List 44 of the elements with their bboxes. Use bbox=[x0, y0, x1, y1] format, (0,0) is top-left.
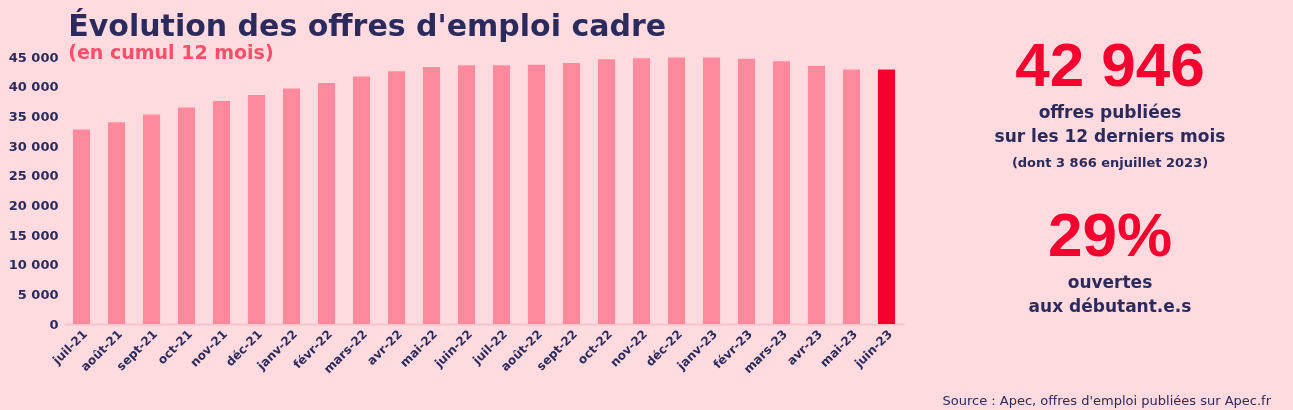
y-tick-label: 25 000 bbox=[8, 168, 59, 184]
bar bbox=[422, 67, 441, 324]
bar bbox=[352, 76, 371, 324]
text: ouvertes bbox=[1066, 271, 1154, 294]
bar bbox=[177, 107, 196, 324]
bar bbox=[877, 69, 896, 324]
bar bbox=[142, 114, 161, 324]
text: sur les 12 derniers mois bbox=[993, 125, 1227, 148]
bar bbox=[772, 61, 791, 324]
y-tick-label: 20 000 bbox=[8, 197, 59, 213]
bar bbox=[457, 65, 476, 324]
text: aux débutant.e.s bbox=[1027, 295, 1193, 318]
bar bbox=[527, 64, 546, 324]
bar bbox=[807, 65, 826, 324]
bar bbox=[737, 58, 756, 324]
bar bbox=[247, 94, 266, 324]
bar bbox=[387, 71, 406, 324]
y-tick-label: 5 000 bbox=[17, 286, 59, 302]
y-tick-label: 45 000 bbox=[8, 49, 59, 65]
bar bbox=[562, 62, 581, 324]
bar bbox=[492, 65, 511, 324]
text: (dont 3 866 enjuillet 2023) bbox=[1010, 154, 1210, 172]
bar bbox=[317, 83, 336, 324]
y-tick-label: 15 000 bbox=[8, 227, 59, 243]
y-tick-label: 30 000 bbox=[8, 138, 59, 154]
y-tick-label: 40 000 bbox=[8, 79, 59, 95]
bar bbox=[842, 69, 861, 324]
chart-subtitle: (en cumul 12 mois) bbox=[68, 41, 274, 63]
bar bbox=[212, 100, 231, 324]
y-tick-label: 0 bbox=[49, 316, 59, 332]
bar bbox=[702, 57, 721, 324]
text: offres publiées bbox=[1037, 101, 1183, 124]
text: 29% bbox=[1046, 200, 1174, 270]
bar bbox=[667, 57, 686, 324]
text: 42 946 bbox=[1014, 30, 1206, 100]
bar bbox=[597, 59, 616, 324]
source-note: Source : Apec, offres d'emploi publiées sur Apec.fr bbox=[942, 393, 1271, 408]
y-tick-label: 35 000 bbox=[8, 108, 59, 124]
y-tick-label: 10 000 bbox=[8, 257, 59, 273]
bar bbox=[632, 58, 651, 324]
bar bbox=[72, 129, 91, 324]
bar bbox=[107, 122, 126, 324]
chart-title: Évolution des offres d'emploi cadre bbox=[68, 8, 667, 43]
bar bbox=[282, 88, 301, 324]
